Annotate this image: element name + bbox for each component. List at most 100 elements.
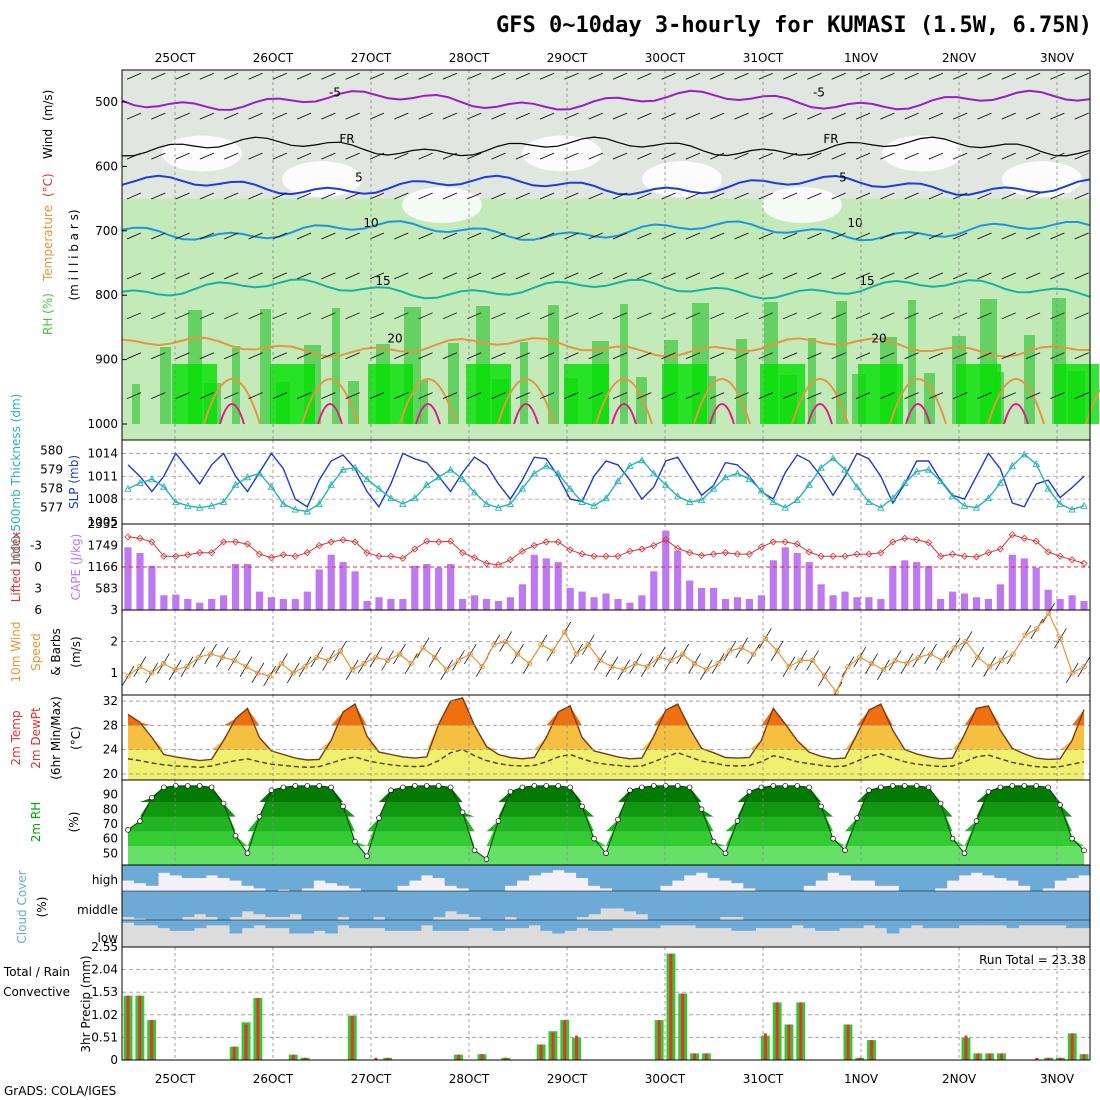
temp-contour-15 [121,278,1091,300]
wind-barb [515,192,530,200]
rh-patch-17 [548,305,559,424]
rh-saturated-4 [564,364,609,424]
cloud-bar-middle [468,891,482,918]
cape-bar [996,584,1004,610]
wind-barb [807,272,822,280]
cloud-bar-middle [898,891,912,920]
li-point [901,534,909,542]
wind-barb [1074,232,1089,240]
rh-point [125,827,131,833]
li-point [351,538,359,546]
li-point [435,538,443,546]
wind-barb [1025,152,1041,160]
temp-ylabel-3: (6hr Min/Max) [49,696,63,780]
li-point [757,543,765,551]
run-total-label: Run Total = 23.38 [979,953,1086,967]
li-point [972,553,981,561]
thickness-point [136,479,144,486]
li-point [530,541,538,550]
precip-convective-bar [150,1020,154,1060]
precip-convective-bar [563,1020,567,1060]
wind-barb [1050,232,1065,240]
li-point [865,550,873,558]
wind-barb [904,272,919,280]
wind-barb [953,272,968,280]
cloud-bar-middle [157,891,171,920]
cape-bar [220,595,228,610]
wind-ylabel-4: (m/s) [69,636,83,667]
wind-barb [296,272,312,280]
wind-barb [977,112,992,120]
cloud-bar-middle [803,891,816,920]
cloud-bar-low [803,920,816,929]
wind-barb [661,272,676,280]
wind-barb [880,152,895,160]
li-point [829,552,837,560]
rh-patch-1 [160,347,171,424]
wind-barb [442,312,458,320]
top-date-label-30OCT: 30OCT [645,51,686,65]
pressure-tick-500: 500 [95,95,118,109]
cape-bar [303,591,311,610]
cloud-bar-middle [600,891,613,909]
cloud-bar-middle [253,891,267,915]
wind-point [443,667,450,673]
rh-saturated-2 [368,364,413,424]
temp-ylabel-1: 2m Temp [9,710,23,765]
thickness-point [363,475,371,483]
cloud-bar-high [444,865,458,886]
cloud-bar-middle [874,891,888,920]
rh-patch-4 [232,346,240,424]
wind-barb [126,152,142,160]
wind-barb [248,192,263,200]
cloud-bar-low [444,920,458,931]
precip-convective-bar [457,1054,460,1060]
cloud-bar-high [289,865,302,891]
cloud-bar-low [779,920,792,929]
precip-tick-0.51: 0.51 [91,1030,118,1044]
cloud-bar-low [791,920,804,926]
cloud-bar-high [827,865,840,873]
wind-barb [442,272,458,280]
cloud-ylabel-1: Cloud Cover [15,870,29,943]
wind-barb [928,72,944,80]
thickness-point [339,465,347,473]
cloud-bar-low [516,920,529,929]
wind-point [857,654,863,660]
thickness-point [1020,450,1029,458]
thickness-point [303,507,312,515]
thickness-point [853,482,861,490]
cloud-bar-high [839,865,852,876]
wind-barb [175,72,190,80]
wind-barb [418,352,433,360]
precip-convective-bar [775,1002,779,1060]
li-point [291,552,299,560]
wind-barb [685,72,701,80]
thickness-point [327,480,335,488]
wind-point [361,660,367,667]
li-point [494,561,503,569]
warm-arch-9 [1085,388,1100,425]
wind-barb [977,192,992,200]
wind-barb [272,152,287,160]
li-point [482,559,491,567]
wind-barb [588,272,603,280]
wind-barb [734,152,749,160]
wind-barb [296,352,312,360]
rh-point [328,784,334,791]
thickness-point [781,503,790,511]
warm-arch-4 [595,378,653,425]
cape-bar [351,571,359,610]
temperature-panel: 32 28 24 20 2m Temp 2m DewPt (6hr Min/Max) (°C) [9,694,1091,781]
cloud-bar-low [181,920,195,931]
li-point [662,536,670,544]
wind-barb [491,392,506,400]
wind-barb [588,112,603,120]
li-point [423,537,431,545]
wind-barb [710,312,725,320]
rh-patch-5 [260,309,271,424]
wind-barb [248,312,263,320]
wind-point [585,641,591,648]
wind-barb [928,392,944,400]
